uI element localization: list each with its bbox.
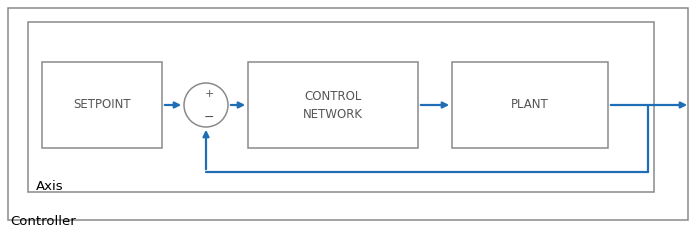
Text: CONTROL
NETWORK: CONTROL NETWORK [303,90,363,121]
Text: +: + [204,89,214,99]
Text: Axis: Axis [36,180,64,193]
Bar [8,8,688,220]
Text: Controller: Controller [10,215,76,228]
Bar [42,62,162,148]
Text: −: − [204,111,214,124]
Text: PLANT: PLANT [511,99,549,112]
Bar [248,62,418,148]
Ellipse shape [184,83,228,127]
Bar [28,22,654,192]
Bar [452,62,608,148]
Text: SETPOINT: SETPOINT [74,99,131,112]
